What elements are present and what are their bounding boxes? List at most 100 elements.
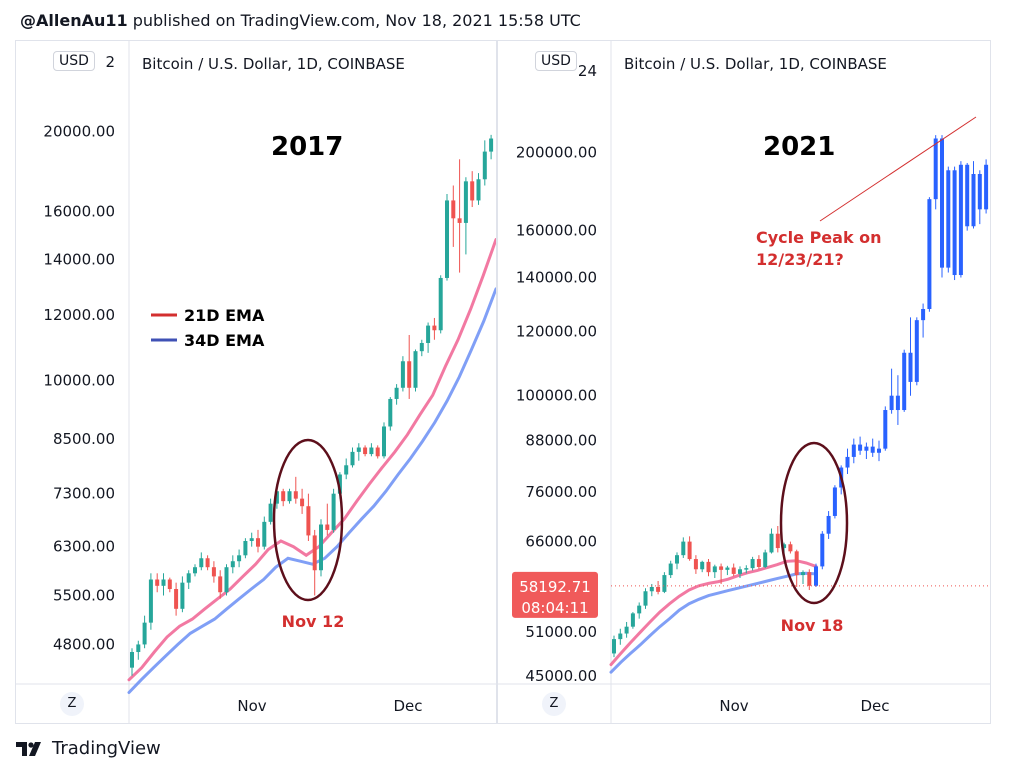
candle-body: [230, 561, 235, 568]
legend-label: 34D EMA: [184, 331, 265, 350]
chart-panel-2017[interactable]: 2 20000.00 16000.00 14000.00 12000.00 10000.0…: [15, 40, 497, 724]
candle-body: [224, 567, 229, 593]
currency-button[interactable]: USD: [53, 51, 95, 71]
candle-body: [656, 586, 661, 592]
projection-candle-body: [826, 515, 831, 534]
candle-body: [489, 138, 494, 152]
candle-body: [243, 540, 248, 556]
candle-body: [130, 652, 134, 668]
price-tick-label: 51000.00: [525, 623, 597, 641]
candle-body: [363, 447, 368, 455]
ema-21-line: [127, 238, 496, 682]
year-label: 2021: [763, 132, 835, 162]
time-tick-label: Nov: [719, 697, 748, 715]
brand-name: TradingView: [52, 738, 161, 759]
candle-body: [750, 559, 755, 569]
candle-body: [148, 579, 153, 623]
candle-body: [426, 325, 431, 343]
candle-body: [249, 538, 254, 541]
candle-body: [382, 426, 386, 457]
candle-body: [756, 559, 761, 567]
publish-header: @AllenAu11 published on TradingView.com,…: [20, 11, 581, 30]
candle-body: [174, 589, 179, 609]
projection-candle-body: [927, 199, 932, 309]
candle-body: [407, 361, 412, 388]
price-tick-label: 140000.00: [516, 269, 597, 287]
price-tick-label: 5500.00: [53, 586, 115, 604]
candle-body: [256, 538, 260, 547]
price-tick-label: 24: [578, 62, 597, 80]
projection-candle-body: [965, 164, 970, 227]
candle-body: [325, 524, 330, 530]
candle-body: [211, 567, 216, 577]
candle-body: [136, 644, 141, 653]
candle-body: [668, 563, 673, 576]
candle-body: [807, 572, 812, 586]
candle-body: [306, 506, 311, 536]
projection-candle-body: [977, 173, 982, 210]
time-tick-label: Nov: [237, 697, 266, 715]
chart-panel-2021[interactable]: 24 200000.00 160000.00 140000.00 120000.00 10…: [497, 40, 991, 724]
candle-body: [193, 567, 197, 574]
projection-candle-body: [952, 170, 957, 276]
symbol-title: Bitcoin / U.S. Dollar, 1D, COINBASE: [624, 55, 887, 73]
candlestick-chart-2021[interactable]: 24 200000.00 160000.00 140000.00 120000.00 10…: [498, 41, 991, 724]
projection-candle-body: [940, 138, 944, 268]
price-tick-label: 6300.00: [53, 538, 115, 556]
candle-body: [649, 586, 654, 592]
tradingview-logo-icon: [16, 741, 41, 756]
annotation-peak-line2: 12/23/21?: [756, 250, 844, 269]
candle-body: [300, 498, 305, 507]
price-tick-label: 4800.00: [53, 635, 115, 653]
candle-body: [700, 561, 705, 570]
candle-body: [451, 200, 456, 219]
candle-body: [388, 398, 393, 427]
price-tick-label: 16000.00: [43, 202, 115, 220]
candle-body: [350, 451, 355, 466]
footer-brand[interactable]: TradingView: [16, 738, 161, 759]
price-tick-label: 2: [105, 53, 115, 71]
candle-body: [312, 535, 317, 571]
ema-34-line: [609, 571, 818, 674]
candle-body: [356, 447, 361, 452]
time-tick-label: Dec: [393, 697, 422, 715]
currency-button[interactable]: USD: [535, 51, 577, 71]
candle-body: [725, 567, 730, 570]
projection-candle-body: [870, 446, 875, 453]
zoom-button[interactable]: Z: [542, 692, 566, 716]
candle-body: [142, 622, 147, 645]
candle-body: [205, 558, 210, 568]
candlestick-chart-2017[interactable]: 2 20000.00 16000.00 14000.00 12000.00 10000.0…: [16, 41, 497, 724]
candle-body: [293, 491, 298, 499]
candle-body: [274, 491, 279, 504]
candle-body: [463, 181, 468, 223]
projection-candle-body: [877, 448, 881, 453]
candle-body: [706, 561, 711, 573]
annotation-date: Nov 12: [282, 612, 345, 631]
candle-body: [738, 569, 742, 574]
price-badge-countdown: 08:04:11: [521, 599, 588, 617]
projection-candle-body: [820, 533, 825, 567]
price-badge-value: 58192.71: [519, 578, 591, 596]
candle-body: [369, 447, 374, 455]
candle-body: [794, 551, 799, 576]
projection-candle-body: [883, 410, 888, 449]
candle-body: [180, 582, 185, 609]
candle-body: [643, 591, 648, 606]
projection-candle-body: [902, 352, 907, 411]
highlight-ellipse: [272, 438, 344, 602]
time-tick-label: Dec: [860, 697, 889, 715]
projection-candle-body: [946, 170, 951, 268]
zoom-button[interactable]: Z: [60, 692, 84, 716]
projection-candle-body: [921, 308, 926, 321]
projection-candle-body: [889, 395, 894, 411]
projection-candle-body: [908, 352, 913, 382]
price-tick-label: 88000.00: [525, 432, 597, 450]
candle-body: [167, 579, 172, 590]
projection-candle-body: [864, 446, 869, 451]
price-tick-label: 20000.00: [43, 122, 115, 140]
projection-candle-body: [845, 456, 850, 468]
candle-body: [687, 541, 692, 560]
candle-body: [218, 576, 223, 593]
candle-body: [719, 566, 724, 570]
